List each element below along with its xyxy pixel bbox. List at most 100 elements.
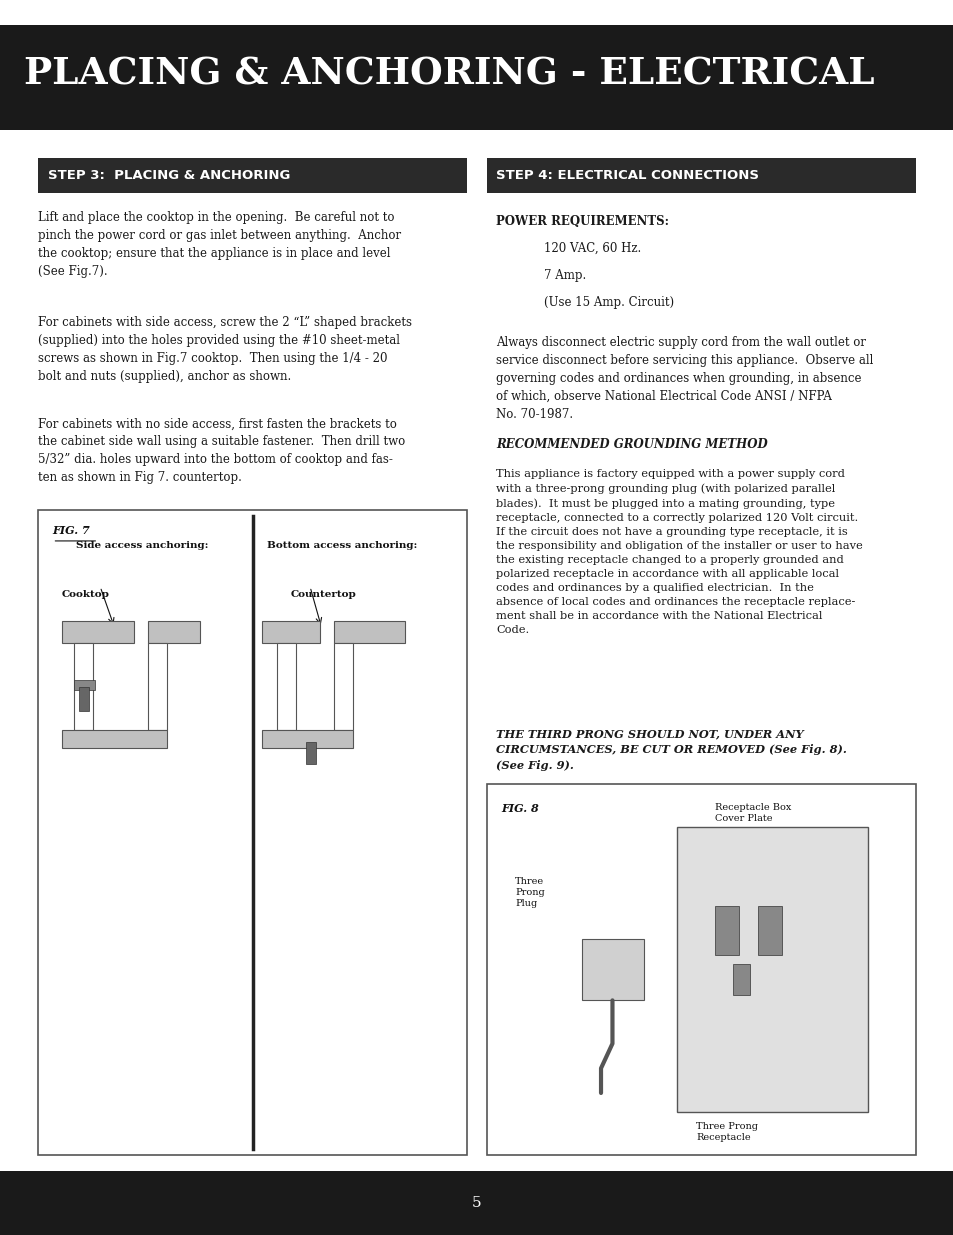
Bar — [715, 25, 731, 130]
Bar — [334, 643, 353, 730]
Bar — [746, 25, 762, 130]
Text: For cabinets with side access, screw the 2 “L” shaped brackets
(supplied) into t: For cabinets with side access, screw the… — [38, 316, 412, 383]
Bar — [64, 25, 79, 130]
Bar — [397, 25, 413, 130]
Bar — [0, 1171, 953, 1235]
Bar — [262, 621, 319, 643]
Bar — [486, 158, 915, 193]
Bar — [731, 25, 746, 130]
Text: Bottom access anchoring:: Bottom access anchoring: — [267, 541, 417, 550]
Bar — [334, 621, 405, 643]
Bar — [79, 25, 95, 130]
Bar — [0, 25, 16, 130]
Bar — [619, 25, 636, 130]
Bar — [476, 25, 493, 130]
Text: Lift and place the cooktop in the opening.  Be careful not to
pinch the power co: Lift and place the cooktop in the openin… — [38, 211, 401, 278]
Bar — [905, 25, 922, 130]
Bar — [365, 25, 381, 130]
Bar — [779, 25, 794, 130]
Bar — [486, 784, 915, 1155]
Bar — [191, 25, 207, 130]
Bar — [572, 25, 588, 130]
Bar — [758, 906, 781, 956]
Text: STEP 4: ELECTRICAL CONNECTIONS: STEP 4: ELECTRICAL CONNECTIONS — [496, 169, 759, 182]
Bar — [540, 25, 556, 130]
Text: Countertop: Countertop — [291, 590, 356, 599]
Bar — [732, 963, 749, 995]
Text: Three Prong
Receptacle: Three Prong Receptacle — [696, 1123, 758, 1142]
Text: FIG. 7: FIG. 7 — [52, 525, 91, 536]
Bar — [603, 25, 619, 130]
Bar — [636, 25, 651, 130]
Bar — [683, 25, 699, 130]
Text: FIG. 8: FIG. 8 — [500, 803, 538, 814]
Text: (Use 15 Amp. Circuit): (Use 15 Amp. Circuit) — [543, 296, 673, 310]
Bar — [317, 25, 334, 130]
Bar — [350, 25, 365, 130]
Bar — [677, 827, 867, 1112]
Bar — [159, 25, 174, 130]
Bar — [937, 25, 953, 130]
Text: This appliance is factory equipped with a power supply cord
with a three-prong g: This appliance is factory equipped with … — [496, 469, 862, 635]
Bar — [302, 25, 317, 130]
Bar — [460, 25, 476, 130]
Bar — [62, 730, 167, 748]
Bar — [74, 680, 95, 690]
Text: 120 VAC, 60 Hz.: 120 VAC, 60 Hz. — [543, 242, 640, 256]
Bar — [148, 621, 200, 643]
Text: 7 Amp.: 7 Amp. — [543, 269, 585, 283]
Bar — [508, 25, 524, 130]
Bar — [889, 25, 905, 130]
Bar — [588, 25, 603, 130]
Text: Receptacle Box
Cover Plate: Receptacle Box Cover Plate — [715, 803, 791, 823]
Bar — [810, 25, 826, 130]
Bar — [493, 25, 508, 130]
Bar — [143, 25, 159, 130]
Text: Side access anchoring:: Side access anchoring: — [76, 541, 209, 550]
Text: 5: 5 — [472, 1195, 481, 1210]
Bar — [334, 25, 350, 130]
Bar — [556, 25, 572, 130]
Bar — [651, 25, 667, 130]
Bar — [254, 25, 270, 130]
Text: THE THIRD PRONG SHOULD NOT, UNDER ANY
CIRCUMSTANCES, BE CUT OR REMOVED (See Fig.: THE THIRD PRONG SHOULD NOT, UNDER ANY CI… — [496, 729, 846, 771]
Bar — [667, 25, 683, 130]
Text: Always disconnect electric supply cord from the wall outlet or
service disconnec: Always disconnect electric supply cord f… — [496, 336, 873, 421]
Bar — [581, 939, 643, 1000]
Bar — [127, 25, 143, 130]
Bar — [841, 25, 858, 130]
Bar — [445, 25, 460, 130]
Bar — [524, 25, 540, 130]
Text: RECOMMENDED GROUNDING METHOD: RECOMMENDED GROUNDING METHOD — [496, 438, 767, 452]
Bar — [148, 643, 167, 730]
Bar — [16, 25, 31, 130]
Bar — [174, 25, 191, 130]
Bar — [31, 25, 48, 130]
Text: Cooktop: Cooktop — [62, 590, 110, 599]
Bar — [762, 25, 779, 130]
Bar — [112, 25, 127, 130]
Bar — [270, 25, 286, 130]
Text: For cabinets with no side access, first fasten the brackets to
the cabinet side : For cabinets with no side access, first … — [38, 417, 405, 484]
Bar — [62, 621, 133, 643]
Text: POWER REQUIREMENTS:: POWER REQUIREMENTS: — [496, 215, 668, 228]
Bar — [286, 25, 302, 130]
Bar — [381, 25, 397, 130]
Bar — [238, 25, 254, 130]
Bar — [429, 25, 445, 130]
Bar — [0, 25, 953, 130]
Bar — [413, 25, 429, 130]
Bar — [262, 730, 353, 748]
Bar — [922, 25, 937, 130]
Bar — [858, 25, 874, 130]
Bar — [794, 25, 810, 130]
Text: Three
Prong
Plug: Three Prong Plug — [515, 877, 544, 908]
Bar — [306, 742, 315, 764]
Bar — [38, 510, 467, 1155]
Bar — [79, 687, 89, 711]
Bar — [38, 158, 467, 193]
Bar — [276, 643, 295, 730]
Text: STEP 3:  PLACING & ANCHORING: STEP 3: PLACING & ANCHORING — [48, 169, 290, 182]
Bar — [826, 25, 841, 130]
Bar — [699, 25, 715, 130]
